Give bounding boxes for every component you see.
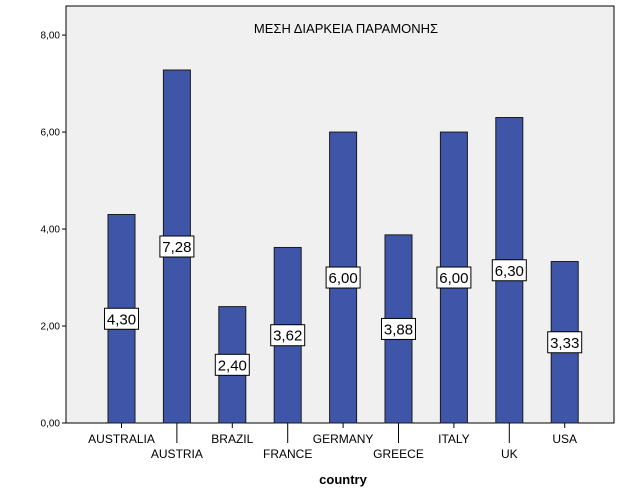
y-tick-label: 0,00: [41, 419, 61, 430]
x-tick-label: FRANCE: [263, 447, 312, 461]
data-label-box: [270, 324, 306, 347]
data-label-box: [104, 307, 139, 330]
x-tick-label: USA: [552, 432, 577, 446]
chart-title: ΜΕΣΗ ΔΙΑΡΚΕΙΑ ΠΑΡΑΜΟΝΗΣ: [254, 21, 438, 36]
y-tick-label: 2,00: [41, 322, 61, 333]
bars: 4,30 7,28 2,40 3,62 6,00 3,88 6,00 6,30 3,33: [104, 69, 583, 424]
data-label: 3,62: [273, 328, 302, 345]
data-label-box: [436, 266, 472, 289]
x-tick-label: ITALY: [438, 432, 470, 446]
data-label-box: [381, 317, 416, 340]
x-tick-label: UK: [501, 447, 518, 461]
data-label: 2,40: [218, 357, 247, 374]
x-tick-label: BRAZIL: [211, 432, 253, 446]
x-axis-label: country: [319, 472, 367, 487]
data-label: 6,30: [495, 263, 524, 280]
y-tick-label: 4,00: [41, 225, 61, 236]
x-tick-label: GREECE: [373, 447, 424, 461]
data-label-box: [159, 235, 195, 258]
data-label-box: [491, 259, 527, 282]
data-label: 3,33: [550, 335, 579, 352]
data-label-box: [214, 353, 250, 376]
data-label-box: [325, 266, 361, 289]
data-label-box: [547, 331, 583, 354]
data-label: 6,00: [328, 270, 357, 287]
y-tick-label: 6,00: [41, 128, 61, 139]
x-tick-label: GERMANY: [313, 432, 374, 446]
data-label: 7,28: [162, 239, 191, 256]
y-axis: 0,00 2,00 4,00 6,00 8,00: [41, 31, 66, 430]
data-label: 3,88: [384, 321, 413, 338]
x-tick-label: AUSTRIA: [151, 447, 203, 461]
y-tick-label: 8,00: [41, 31, 61, 42]
data-label: 6,00: [439, 270, 468, 287]
x-tick-label: AUSTRALIA: [88, 432, 155, 446]
data-label: 4,30: [107, 311, 136, 328]
